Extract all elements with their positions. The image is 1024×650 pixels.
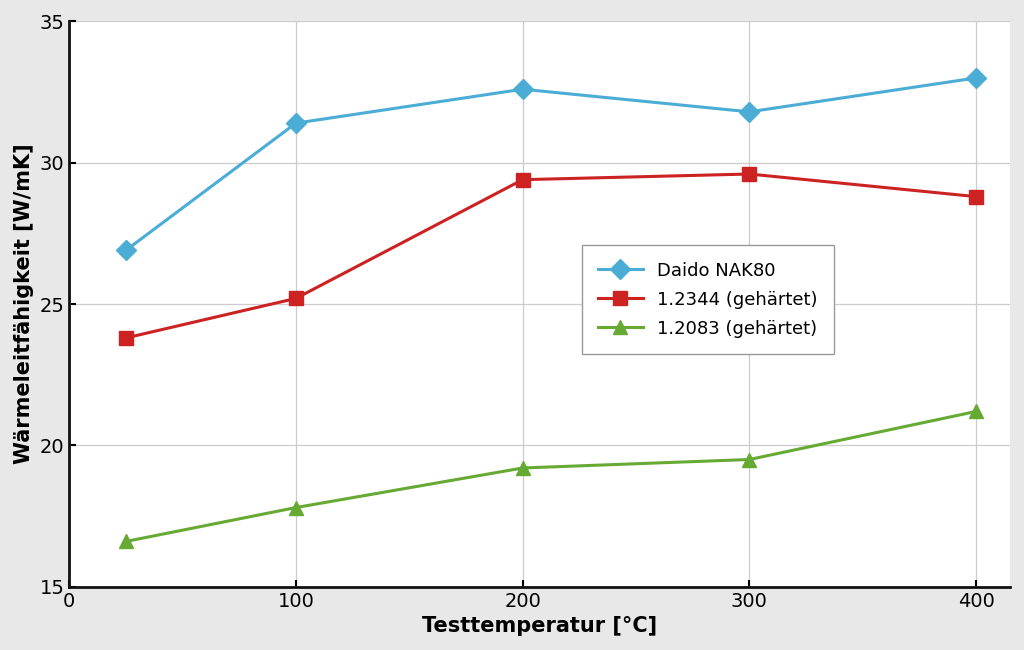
Daido NAK80: [970, 74, 982, 82]
Daido NAK80: [743, 108, 756, 116]
Y-axis label: Wärmeleitfähigkeit [W/mK]: Wärmeleitfähigkeit [W/mK]: [14, 144, 34, 464]
Line: 1.2083 (gehärtet): 1.2083 (gehärtet): [119, 404, 983, 549]
1.2083 (gehärtet): [516, 464, 528, 472]
Daido NAK80: [290, 119, 302, 127]
X-axis label: Testtemperatur [°C]: Testtemperatur [°C]: [422, 616, 657, 636]
1.2344 (gehärtet): [120, 334, 132, 342]
Line: Daido NAK80: Daido NAK80: [119, 71, 983, 257]
1.2344 (gehärtet): [743, 170, 756, 178]
Daido NAK80: [516, 85, 528, 93]
1.2083 (gehärtet): [970, 408, 982, 415]
Line: 1.2344 (gehärtet): 1.2344 (gehärtet): [119, 167, 983, 345]
Legend: Daido NAK80, 1.2344 (gehärtet), 1.2083 (gehärtet): Daido NAK80, 1.2344 (gehärtet), 1.2083 (…: [582, 245, 835, 354]
1.2083 (gehärtet): [120, 538, 132, 545]
1.2344 (gehärtet): [970, 193, 982, 201]
Daido NAK80: [120, 246, 132, 254]
1.2344 (gehärtet): [290, 294, 302, 302]
1.2344 (gehärtet): [516, 176, 528, 183]
1.2083 (gehärtet): [290, 504, 302, 512]
1.2083 (gehärtet): [743, 456, 756, 463]
